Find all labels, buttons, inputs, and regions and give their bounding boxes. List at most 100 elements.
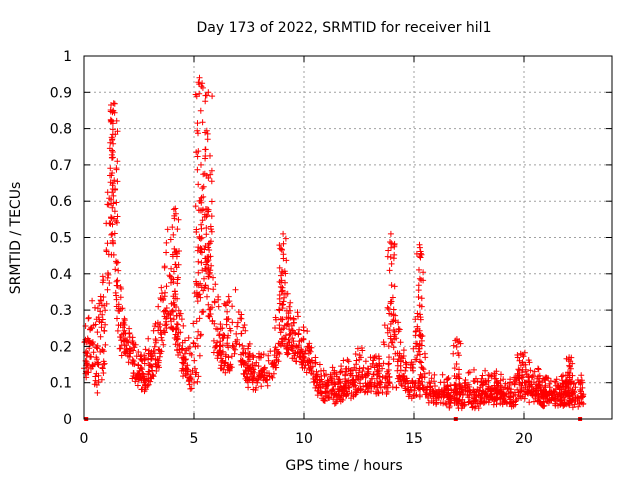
data-point	[291, 355, 298, 362]
data-point	[114, 327, 121, 334]
data-point	[164, 226, 171, 233]
data-point	[104, 286, 111, 293]
data-point	[229, 319, 236, 326]
data-point	[528, 383, 535, 390]
data-point	[286, 303, 293, 310]
data-point	[556, 398, 563, 405]
data-point	[217, 338, 224, 345]
data-point	[413, 356, 420, 363]
data-point	[245, 384, 252, 391]
data-point	[196, 81, 203, 88]
data-point	[202, 265, 209, 272]
data-point	[178, 316, 185, 323]
data-point	[288, 322, 295, 329]
data-point	[231, 350, 238, 357]
data-point	[479, 390, 486, 397]
data-point	[381, 322, 388, 329]
data-point	[208, 198, 215, 205]
data-point	[465, 369, 472, 376]
data-point	[384, 376, 391, 383]
data-point	[376, 381, 383, 388]
data-point	[558, 373, 565, 380]
data-point	[410, 367, 416, 374]
data-point	[202, 98, 209, 105]
data-point	[357, 380, 364, 387]
data-point	[208, 228, 215, 235]
data-point	[497, 377, 504, 384]
data-point	[158, 284, 165, 291]
data-point	[201, 211, 208, 218]
data-point	[465, 394, 472, 401]
data-point	[203, 127, 210, 134]
data-point	[112, 266, 119, 273]
data-point	[432, 383, 438, 389]
data-point	[416, 241, 423, 248]
data-point	[105, 251, 112, 258]
data-point	[539, 393, 546, 400]
data-point	[199, 84, 206, 91]
data-point	[515, 366, 522, 373]
data-point	[207, 171, 214, 178]
data-point	[395, 319, 402, 326]
data-point	[204, 136, 211, 143]
data-point	[98, 319, 105, 326]
data-point	[193, 93, 200, 100]
data-point	[360, 364, 367, 371]
data-point	[359, 347, 366, 354]
data-point	[298, 337, 305, 344]
data-point	[267, 348, 274, 355]
data-point	[400, 347, 407, 354]
data-point	[319, 378, 325, 385]
data-point	[170, 308, 177, 315]
data-point	[517, 388, 524, 395]
data-point	[137, 375, 144, 382]
data-point	[121, 327, 128, 334]
data-point	[493, 368, 500, 375]
data-point	[229, 303, 236, 310]
data-point	[177, 329, 184, 336]
data-point	[265, 357, 272, 364]
data-point	[256, 350, 262, 357]
data-point	[474, 379, 481, 385]
data-point	[281, 294, 288, 301]
data-point	[135, 361, 142, 368]
data-point	[208, 178, 215, 185]
data-point	[276, 325, 283, 332]
data-point	[236, 341, 243, 348]
data-point	[250, 374, 257, 381]
data-point	[180, 322, 187, 329]
data-point	[309, 357, 315, 364]
data-point	[417, 316, 424, 323]
data-point	[505, 393, 512, 400]
data-point	[323, 393, 329, 400]
data-point	[422, 354, 429, 361]
data-point	[288, 342, 295, 349]
data-point	[215, 352, 222, 359]
data-point	[270, 370, 277, 377]
y-tick-label: 0.5	[50, 231, 72, 247]
data-point	[397, 339, 404, 346]
data-point	[374, 366, 381, 373]
data-point	[161, 329, 168, 336]
data-point	[184, 362, 191, 369]
data-point	[118, 352, 125, 359]
data-point	[578, 372, 585, 379]
data-point	[276, 295, 283, 302]
data-point	[234, 319, 241, 326]
data-point	[420, 366, 427, 373]
data-point	[384, 253, 391, 260]
data-point	[185, 334, 192, 341]
data-point	[242, 360, 248, 367]
data-point	[148, 363, 155, 370]
data-point	[507, 388, 514, 395]
data-point	[210, 337, 217, 344]
data-point	[157, 295, 164, 301]
data-point	[95, 372, 102, 379]
data-point	[170, 231, 177, 238]
data-point	[225, 293, 232, 300]
data-point	[197, 107, 204, 114]
data-point	[211, 320, 218, 327]
data-point	[389, 339, 396, 346]
data-point	[112, 186, 118, 193]
data-point	[218, 365, 225, 372]
